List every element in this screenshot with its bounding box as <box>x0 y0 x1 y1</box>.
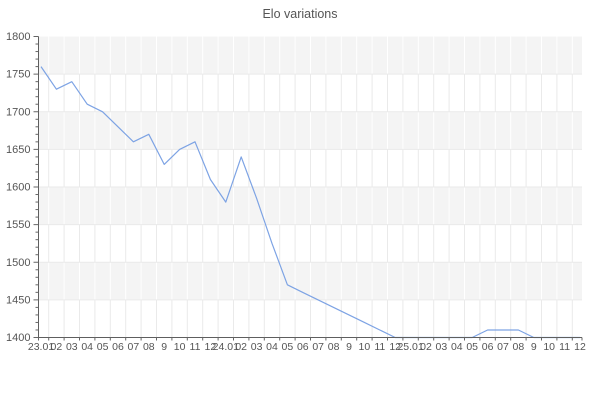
x-tick-label: 08 <box>513 341 525 353</box>
chart-title: Elo variations <box>262 7 338 21</box>
x-tick-label: 11 <box>374 341 385 353</box>
y-tick-label: 1650 <box>6 144 30 156</box>
x-tick-label: 02 <box>235 341 247 353</box>
x-tick-label: 07 <box>128 341 140 353</box>
x-tick-label: 03 <box>66 341 78 353</box>
x-tick-label: 08 <box>328 341 340 353</box>
x-tick-label: 08 <box>143 341 155 353</box>
x-tick-label: 9 <box>531 341 537 353</box>
vertical-gridlines <box>48 36 573 338</box>
x-tick-label: 06 <box>482 341 494 353</box>
x-tick-label: 24.01 <box>213 341 239 353</box>
x-tick-label: 06 <box>112 341 124 353</box>
y-axis-labels: 1800 1750 1700 1650 1600 1550 1500 1450 1400 <box>6 31 30 344</box>
x-tick-label: 03 <box>251 341 263 353</box>
x-tick-label: 23.01 <box>28 341 54 353</box>
x-tick-label: 04 <box>451 341 463 353</box>
x-tick-label: 07 <box>497 341 509 353</box>
y-tick-label: 1450 <box>6 294 30 306</box>
x-tick-label: 06 <box>297 341 309 353</box>
x-tick-label: 04 <box>266 341 278 353</box>
x-tick-label: 05 <box>97 341 109 353</box>
x-tick-label: 12 <box>205 341 217 353</box>
y-tick-label: 1700 <box>6 106 30 118</box>
x-axis-ticks <box>38 337 583 341</box>
y-tick-label: 1400 <box>6 332 30 344</box>
x-tick-label: 9 <box>161 341 167 353</box>
x-tick-label: 05 <box>282 341 294 353</box>
x-tick-label: 12 <box>389 341 401 353</box>
x-tick-label: 25.01 <box>397 341 423 353</box>
elo-line-series <box>40 66 580 339</box>
y-tick-label: 1750 <box>6 69 30 81</box>
y-tick-label: 1550 <box>6 219 30 231</box>
x-tick-label: 05 <box>466 341 478 353</box>
x-tick-label: 9 <box>346 341 352 353</box>
x-tick-label: 12 <box>574 341 586 353</box>
x-tick-label: 10 <box>359 341 371 353</box>
x-tick-label: 11 <box>190 341 201 353</box>
x-tick-label: 02 <box>51 341 63 353</box>
horizontal-gridlines <box>38 73 582 301</box>
y-tick-label: 1600 <box>6 182 30 194</box>
x-tick-label: 10 <box>174 341 186 353</box>
y-tick-label: 1800 <box>6 31 30 43</box>
x-tick-label: 10 <box>543 341 555 353</box>
y-axis-ticks <box>33 36 39 338</box>
x-tick-label: 04 <box>81 341 93 353</box>
x-tick-label: 07 <box>312 341 324 353</box>
x-tick-label: 02 <box>420 341 432 353</box>
x-tick-label: 11 <box>559 341 570 353</box>
x-tick-label: 03 <box>436 341 448 353</box>
y-tick-label: 1500 <box>6 257 30 269</box>
